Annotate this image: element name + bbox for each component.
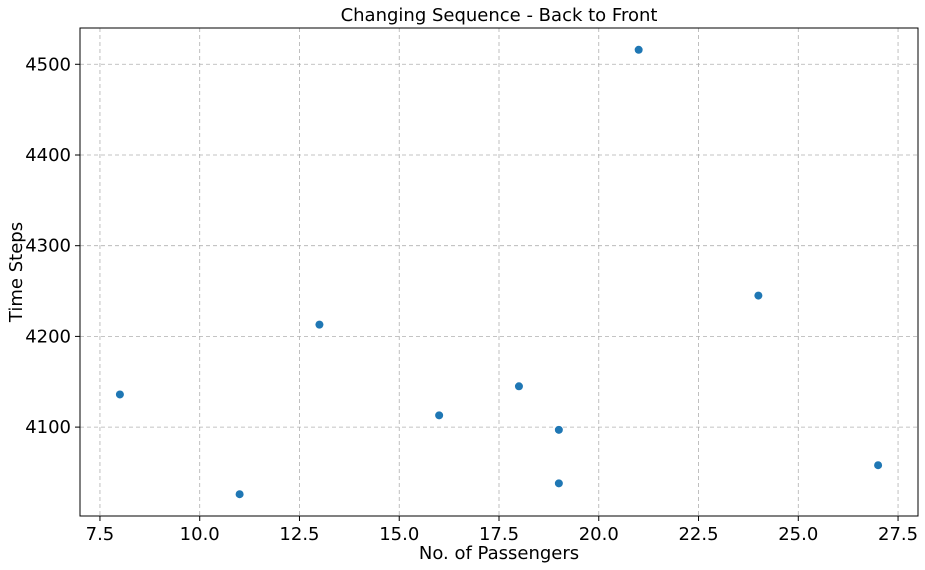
scatter-point <box>115 390 124 399</box>
x-tick-label: 22.5 <box>678 524 718 545</box>
y-axis-ticks: 4100 4200 4300 4400 4500 <box>25 54 80 438</box>
scatter-point <box>235 490 244 499</box>
x-tick-label: 20.0 <box>579 524 619 545</box>
y-tick-label: 4400 <box>25 145 71 166</box>
x-tick-label: 7.5 <box>86 524 115 545</box>
x-tick-label: 12.5 <box>279 524 319 545</box>
data-points <box>115 45 883 499</box>
x-tick-label: 10.0 <box>180 524 220 545</box>
scatter-point <box>315 320 324 329</box>
scatter-point <box>634 45 643 54</box>
x-axis-ticks: 7.5 10.0 12.5 15.0 17.5 20.0 22.5 25.0 27.5 <box>86 516 918 545</box>
scatter-point <box>554 425 563 434</box>
y-tick-label: 4500 <box>25 54 71 75</box>
y-tick-label: 4300 <box>25 236 71 257</box>
plot-frame <box>79 27 919 517</box>
x-tick-label: 25.0 <box>778 524 818 545</box>
chart-title: Changing Sequence - Back to Front <box>341 5 658 26</box>
x-tick-label: 27.5 <box>878 524 918 545</box>
scatter-point <box>514 382 523 391</box>
y-tick-label: 4100 <box>25 417 71 438</box>
y-axis-label: Time Steps <box>6 222 27 323</box>
scatter-point <box>754 291 763 300</box>
x-axis-label: No. of Passengers <box>419 543 579 564</box>
x-tick-label: 15.0 <box>379 524 419 545</box>
scatter-point <box>435 411 444 420</box>
x-tick-label: 17.5 <box>479 524 519 545</box>
y-tick-label: 4200 <box>25 326 71 347</box>
scatter-point <box>554 479 563 488</box>
grid <box>80 28 918 516</box>
scatter-point <box>874 461 883 470</box>
